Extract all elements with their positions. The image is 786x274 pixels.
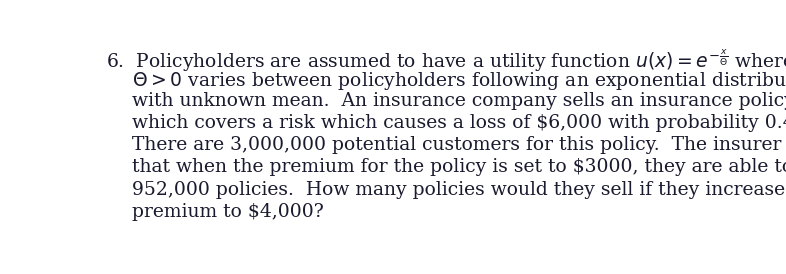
- Text: premium to $4,000?: premium to $4,000?: [132, 203, 324, 221]
- Text: with unknown mean.  An insurance company sells an insurance policy: with unknown mean. An insurance company …: [132, 92, 786, 110]
- Text: 6.  Policyholders are assumed to have a utility function $u(x) = e^{-\frac{x}{\T: 6. Policyholders are assumed to have a u…: [105, 48, 786, 75]
- Text: There are 3,000,000 potential customers for this policy.  The insurer finds: There are 3,000,000 potential customers …: [132, 136, 786, 154]
- Text: which covers a risk which causes a loss of $6,000 with probability 0.4.: which covers a risk which causes a loss …: [132, 114, 786, 132]
- Text: 952,000 policies.  How many policies would they sell if they increased the: 952,000 policies. How many policies woul…: [132, 181, 786, 199]
- Text: $\Theta > 0$ varies between policyholders following an exponential distribution: $\Theta > 0$ varies between policyholder…: [132, 70, 786, 92]
- Text: that when the premium for the policy is set to $3000, they are able to sell: that when the premium for the policy is …: [132, 158, 786, 176]
